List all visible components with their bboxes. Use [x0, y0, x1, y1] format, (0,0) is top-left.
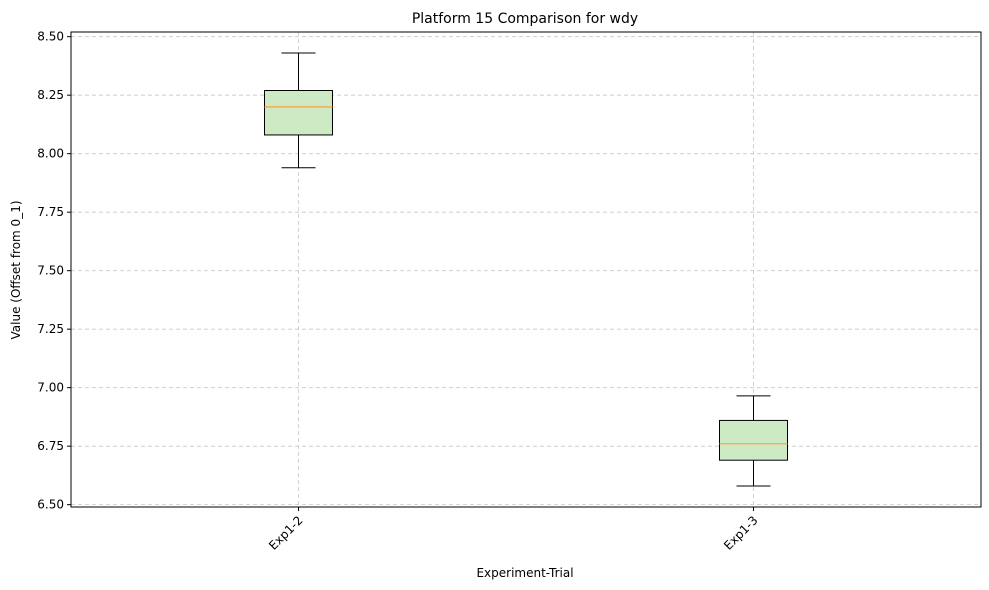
y-tick-label: 8.00	[37, 147, 64, 161]
x-axis-label: Experiment-Trial	[476, 566, 573, 580]
grid-layer	[71, 32, 981, 507]
chart-title: Platform 15 Comparison for wdy	[412, 11, 638, 27]
y-tick-label: 6.50	[37, 498, 64, 512]
box-iqr	[264, 89, 333, 136]
x-tick-label: Exp1-3	[721, 513, 761, 553]
plot-frame	[70, 31, 982, 508]
x-tick-label: Exp1-2	[266, 513, 306, 553]
box-group	[719, 395, 788, 487]
y-tick-label: 7.25	[37, 322, 64, 336]
box-iqr	[719, 419, 788, 461]
y-axis: 6.50 6.75 7.00 7.25 7.50 7.75 8.00 8.25 8.50	[37, 30, 71, 512]
y-tick-label: 7.75	[37, 205, 64, 219]
y-tick-label: 7.50	[37, 264, 64, 278]
x-axis: Exp1-2 Exp1-3	[266, 507, 761, 553]
y-axis-label: Value (Offset from 0_1)	[9, 200, 23, 339]
boxes-layer	[264, 52, 788, 487]
y-tick-label: 6.75	[37, 439, 64, 453]
box-group	[264, 52, 333, 169]
y-tick-label: 7.00	[37, 381, 64, 395]
y-tick-label: 8.25	[37, 88, 64, 102]
y-tick-label: 8.50	[37, 30, 64, 44]
